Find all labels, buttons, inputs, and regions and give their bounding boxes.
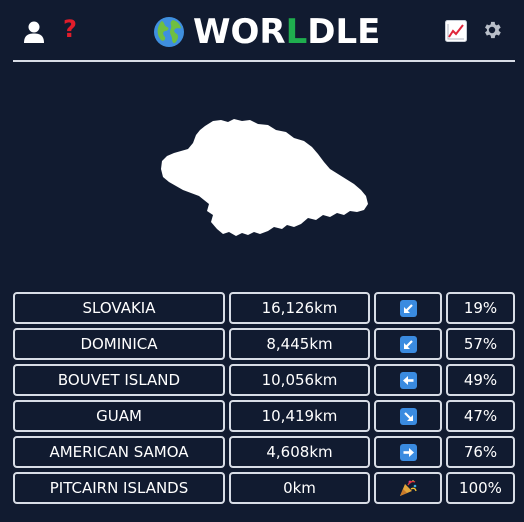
- guess-direction: [374, 472, 442, 504]
- title-part: WOR: [193, 12, 286, 52]
- app-title: WORLDLE: [153, 12, 380, 52]
- guess-row: AMERICAN SAMOA 4,608km 76%: [13, 436, 515, 468]
- title-accent-letter: L: [285, 12, 308, 52]
- guess-row: GUAM 10,419km 47%: [13, 400, 515, 432]
- title-text: WORLDLE: [193, 12, 380, 52]
- guess-direction: [374, 400, 442, 432]
- guess-distance: 10,419km: [229, 400, 370, 432]
- party-popper-icon: [398, 478, 418, 498]
- guess-row: PITCAIRN ISLANDS 0km 100%: [13, 472, 515, 504]
- header: ? WORLDLE: [13, 0, 515, 62]
- stats-icon[interactable]: [445, 20, 467, 42]
- help-icon[interactable]: ?: [63, 15, 77, 43]
- guess-distance: 4,608km: [229, 436, 370, 468]
- country-silhouette: [161, 119, 368, 236]
- guess-distance: 8,445km: [229, 328, 370, 360]
- guess-direction: [374, 328, 442, 360]
- guess-direction: [374, 292, 442, 324]
- guess-country: PITCAIRN ISLANDS: [13, 472, 225, 504]
- gear-icon[interactable]: [481, 19, 503, 41]
- guess-proximity: 19%: [446, 292, 515, 324]
- arrow-down-right-icon: [399, 407, 417, 425]
- guess-distance: 16,126km: [229, 292, 370, 324]
- guess-row: SLOVAKIA 16,126km 19%: [13, 292, 515, 324]
- arrow-right-icon: [399, 443, 417, 461]
- guess-direction: [374, 436, 442, 468]
- guess-country: SLOVAKIA: [13, 292, 225, 324]
- guess-country: AMERICAN SAMOA: [13, 436, 225, 468]
- arrow-down-left-icon: [399, 335, 417, 353]
- guess-direction: [374, 364, 442, 396]
- guess-proximity: 100%: [446, 472, 515, 504]
- guess-proximity: 47%: [446, 400, 515, 432]
- guess-proximity: 49%: [446, 364, 515, 396]
- guess-proximity: 76%: [446, 436, 515, 468]
- guess-row: DOMINICA 8,445km 57%: [13, 328, 515, 360]
- guess-country: BOUVET ISLAND: [13, 364, 225, 396]
- guess-country: DOMINICA: [13, 328, 225, 360]
- guess-distance: 0km: [229, 472, 370, 504]
- arrow-down-left-icon: [399, 299, 417, 317]
- guess-distance: 10,056km: [229, 364, 370, 396]
- guess-proximity: 57%: [446, 328, 515, 360]
- title-part: DLE: [307, 12, 381, 52]
- arrow-left-icon: [399, 371, 417, 389]
- user-icon[interactable]: [23, 20, 45, 44]
- guess-row: BOUVET ISLAND 10,056km 49%: [13, 364, 515, 396]
- globe-icon: [153, 16, 185, 48]
- guess-country: GUAM: [13, 400, 225, 432]
